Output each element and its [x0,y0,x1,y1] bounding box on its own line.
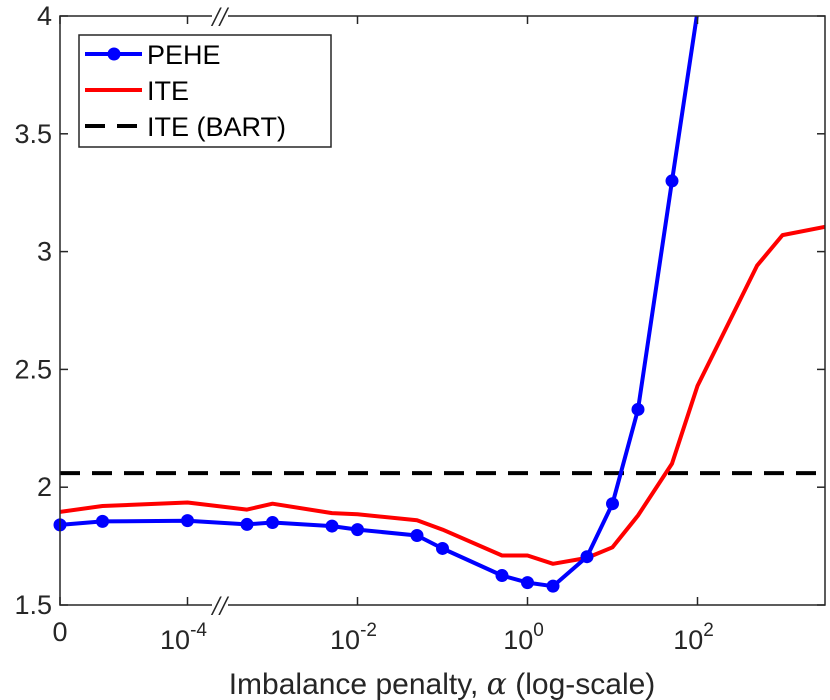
x-tick-label: 100 [503,620,544,655]
data-point-pehe [181,514,194,528]
data-point-pehe [436,541,449,555]
axis-break-gap [212,13,228,19]
series-line-ite [60,224,825,566]
axis-break-bottom: // [211,594,230,619]
y-tick-label: 4 [37,1,52,31]
tick-labels: 1.5 2 2.5 3 3.5 4 0 10-4 10-2 100 102 [14,1,713,655]
series-layer [53,16,825,593]
x-axis-title: Imbalance penalty, α (log-scale) [229,667,656,700]
data-point-pehe [495,569,509,583]
x-tick-label: 0 [52,617,67,647]
legend-marker-pehe [107,47,121,61]
data-point-pehe [606,497,619,511]
x-tick-label: 102 [673,620,714,655]
y-tick-label: 3 [37,237,52,267]
y-tick-label: 2.5 [14,354,52,384]
data-point-pehe [240,517,254,531]
plot-frame [59,15,826,606]
legend-label-pehe: PEHE [147,40,221,70]
data-point-pehe [410,528,424,542]
legend: PEHE ITE ITE (BART) [78,34,332,148]
axis-break-gap [212,602,228,608]
data-point-pehe [665,174,679,188]
axis-break-top: // [211,5,230,30]
data-point-pehe [351,523,364,537]
data-point-pehe [546,579,560,593]
y-tick-label: 2 [37,472,52,502]
legend-label-ite: ITE [147,76,189,106]
axes: // // [59,5,826,619]
legend-label-ite-bart: ITE (BART) [147,112,286,142]
data-point-pehe [325,519,339,533]
x-tick-label: 10-2 [330,620,377,655]
data-point-pehe [96,514,109,528]
y-tick-label: 3.5 [14,119,52,149]
y-tick-label: 1.5 [14,590,52,620]
data-point-pehe [521,576,534,590]
data-point-pehe [631,402,645,416]
data-point-pehe [266,516,279,530]
x-tick-label: 10-4 [160,620,207,655]
data-point-pehe [580,550,594,564]
